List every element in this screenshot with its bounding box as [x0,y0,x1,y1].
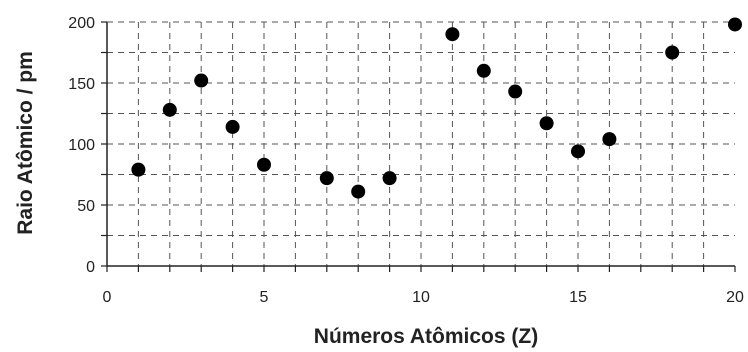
x-tick-label: 5 [260,289,269,306]
y-tick-labels: 0 50 100 150 200 [68,15,95,276]
grid [107,21,735,266]
data-point [476,63,491,78]
x-tick-label: 0 [103,289,112,306]
data-point [131,162,146,177]
data-point [162,102,177,117]
y-tick-label: 0 [86,259,95,276]
data-point [257,157,271,172]
y-tick-label: 150 [68,76,95,93]
x-tick-label: 15 [569,289,587,306]
x-tick-label: 10 [412,289,430,306]
y-tick-label: 100 [68,137,95,154]
data-point [445,27,460,42]
data-point [351,184,366,199]
data-point [194,73,209,88]
x-axis-title: Números Atômicos (Z) [314,325,538,348]
data-points [131,17,742,199]
data-point [508,84,523,99]
data-point [382,171,397,186]
data-point [319,171,334,186]
x-tick-label: 20 [726,289,744,306]
data-point [225,119,240,134]
data-point [571,144,585,159]
y-axis-title: Raio Atômico / pm [14,51,37,235]
y-tick-label: 200 [68,15,95,32]
data-point [665,45,680,60]
data-point [728,17,742,32]
y-tick-label: 50 [77,198,95,215]
axes [101,21,736,272]
data-point [602,132,617,147]
data-point [539,116,554,131]
x-tick-labels: 0 5 10 15 20 [103,289,744,306]
